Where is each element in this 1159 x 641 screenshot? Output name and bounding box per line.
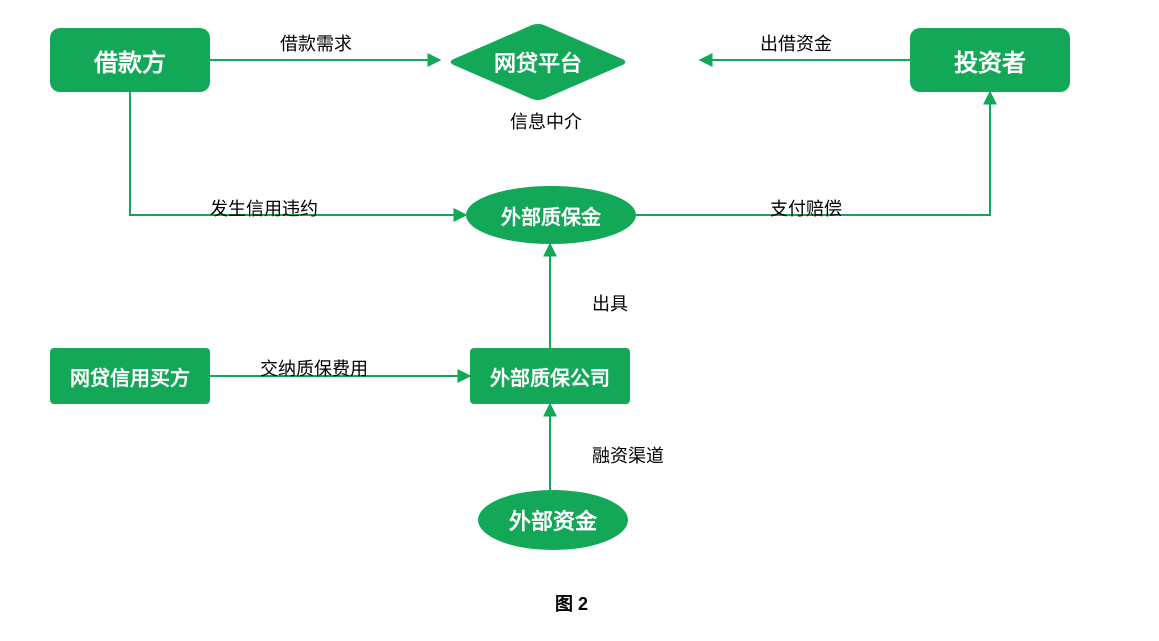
- edge-label-e7: 融资渠道: [592, 442, 664, 468]
- edge-label-e6: 出具: [592, 290, 628, 316]
- node-buyer: 网贷信用买方: [50, 348, 210, 404]
- edge-label-e2: 出借资金: [760, 30, 832, 56]
- node-platform-label: 网贷平台: [494, 46, 582, 78]
- node-borrower: 借款方: [50, 28, 210, 92]
- edge-label-e5: 交纳质保费用: [260, 355, 368, 381]
- flowchart-canvas: 借款方 网贷平台 投资者 外部质保金 网贷信用买方 外部质保公司 外部资金 借款…: [0, 0, 1159, 641]
- node-investor-label: 投资者: [954, 43, 1026, 78]
- node-buyer-label: 网贷信用买方: [70, 362, 190, 391]
- node-platform: 网贷平台: [510, 34, 566, 90]
- node-company: 外部质保公司: [470, 348, 630, 404]
- figure-caption: 图 2: [555, 590, 588, 616]
- node-funds-label: 外部资金: [509, 504, 597, 536]
- node-borrower-label: 借款方: [94, 43, 166, 78]
- node-reserve: 外部质保金: [466, 186, 636, 244]
- node-reserve-label: 外部质保金: [501, 201, 601, 230]
- edge-label-e1: 借款需求: [280, 30, 352, 56]
- node-company-label: 外部质保公司: [490, 362, 610, 391]
- edge-label-e4: 支付赔偿: [770, 195, 842, 221]
- node-funds: 外部资金: [478, 490, 628, 550]
- node-investor: 投资者: [910, 28, 1070, 92]
- edge-label-e3: 发生信用违约: [210, 195, 318, 221]
- free-label-intermediary: 信息中介: [510, 108, 582, 134]
